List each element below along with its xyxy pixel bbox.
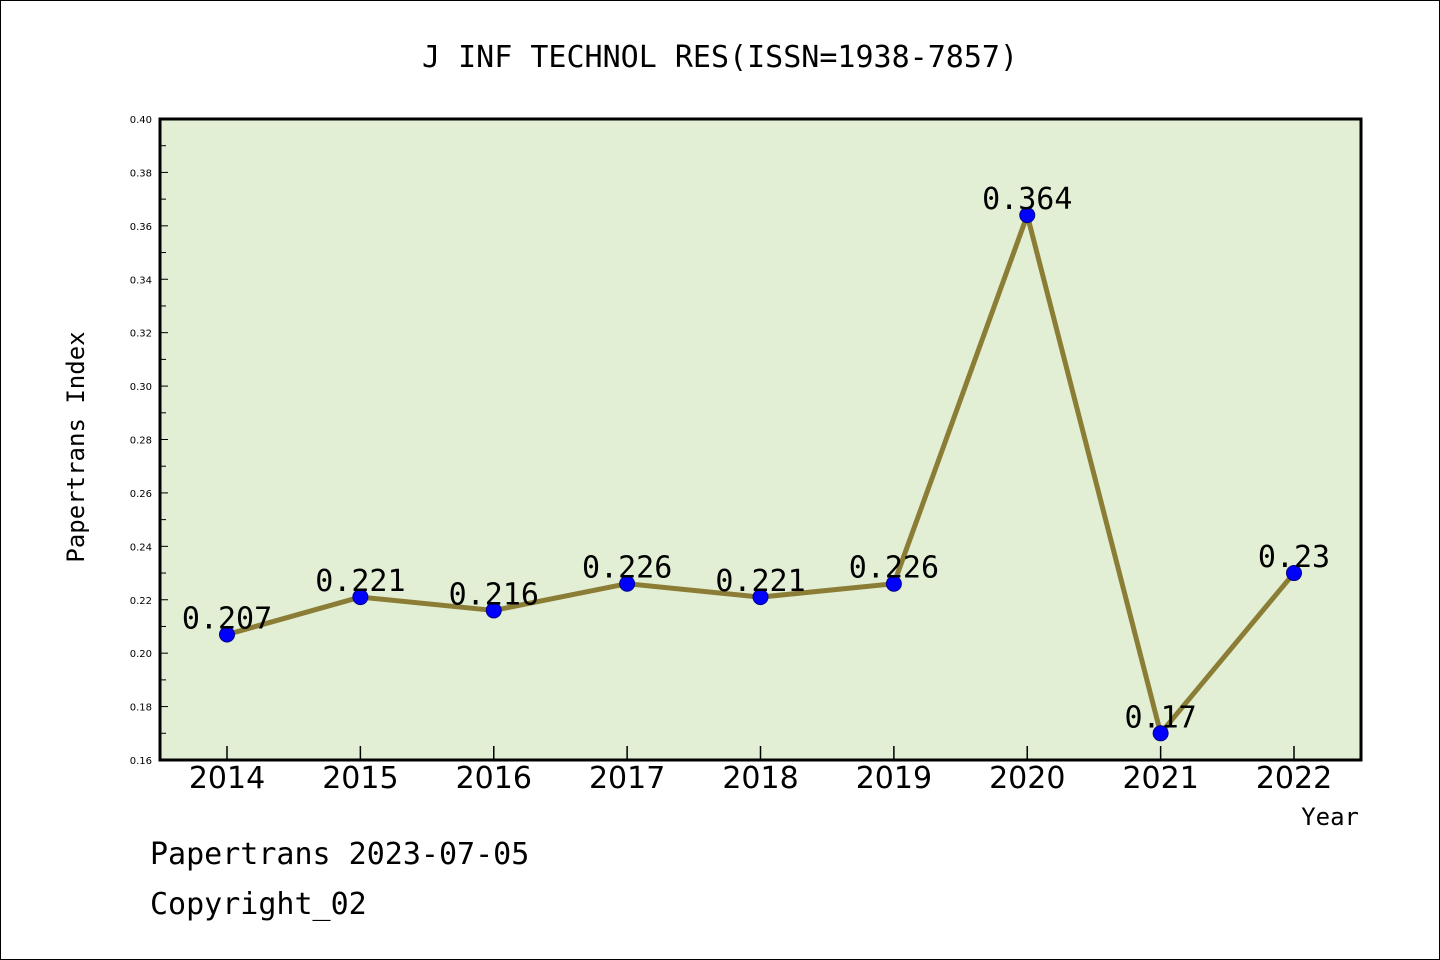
y-tick-label: 0.32	[130, 329, 152, 340]
y-tick-label: 0.28	[130, 436, 152, 447]
series-line-group	[219, 207, 1302, 742]
data-label: 0.226	[582, 551, 672, 586]
data-point-marker	[352, 589, 369, 606]
y-tick-label: 0.36	[130, 222, 152, 233]
x-axis-label: Year	[1301, 803, 1359, 831]
x-tick-label: 2018	[722, 761, 798, 796]
x-axis-ticks: 2014 2015 2016 2017 2018 2019 2020 2021 2022	[189, 746, 1332, 796]
footer-date: Papertrans 2023-07-05	[150, 837, 529, 872]
plot-area	[160, 119, 1361, 760]
data-point-marker	[1152, 725, 1169, 742]
y-tick-label: 0.40	[130, 115, 152, 126]
x-tick-label: 2017	[589, 761, 665, 796]
x-tick-label: 2020	[989, 761, 1065, 796]
data-label: 0.207	[182, 601, 272, 636]
x-tick-label: 2015	[322, 761, 398, 796]
y-tick-label: 0.20	[130, 649, 152, 660]
y-tick-label: 0.22	[130, 596, 152, 607]
x-tick-label: 2022	[1256, 761, 1332, 796]
data-point-marker	[219, 626, 235, 643]
x-tick-label: 2014	[189, 761, 265, 796]
data-point-marker	[485, 602, 502, 619]
y-axis-ticks: 0.16 0.18 0.20 0.22 0.24 0.26 0.28 0.30 0.32 0.34…	[130, 115, 168, 767]
data-label: 0.226	[849, 551, 939, 586]
data-point-marker	[1286, 565, 1302, 582]
y-tick-label: 0.34	[130, 275, 152, 286]
data-label: 0.221	[315, 564, 405, 599]
y-tick-label: 0.38	[130, 168, 152, 179]
y-tick-label: 0.16	[130, 756, 152, 767]
footer-copyright: Copyright_02	[150, 887, 367, 922]
data-point-marker	[885, 575, 902, 592]
x-tick-label: 2016	[456, 761, 532, 796]
y-tick-label: 0.24	[130, 542, 152, 553]
data-label: 0.221	[715, 564, 805, 599]
data-point-marker	[619, 575, 636, 592]
data-labels: 0.207 0.221 0.216 0.226 0.221 0.226 0.364 0.17 0…	[182, 182, 1330, 735]
y-axis-label: Papertrans Index	[62, 331, 90, 562]
data-label: 0.364	[982, 182, 1072, 217]
y-tick-label: 0.30	[130, 382, 152, 393]
data-label: 0.17	[1125, 700, 1197, 735]
data-point-marker	[1019, 207, 1036, 224]
chart-title: J INF TECHNOL RES(ISSN=1938-7857)	[422, 40, 1018, 75]
y-tick-label: 0.18	[130, 703, 152, 714]
data-label: 0.23	[1258, 540, 1330, 575]
plot-border	[158, 117, 1363, 762]
y-tick-label: 0.26	[130, 489, 152, 500]
x-tick-label: 2021	[1122, 761, 1198, 796]
x-tick-label: 2019	[856, 761, 932, 796]
data-label: 0.216	[449, 577, 539, 612]
data-point-marker	[752, 589, 769, 606]
